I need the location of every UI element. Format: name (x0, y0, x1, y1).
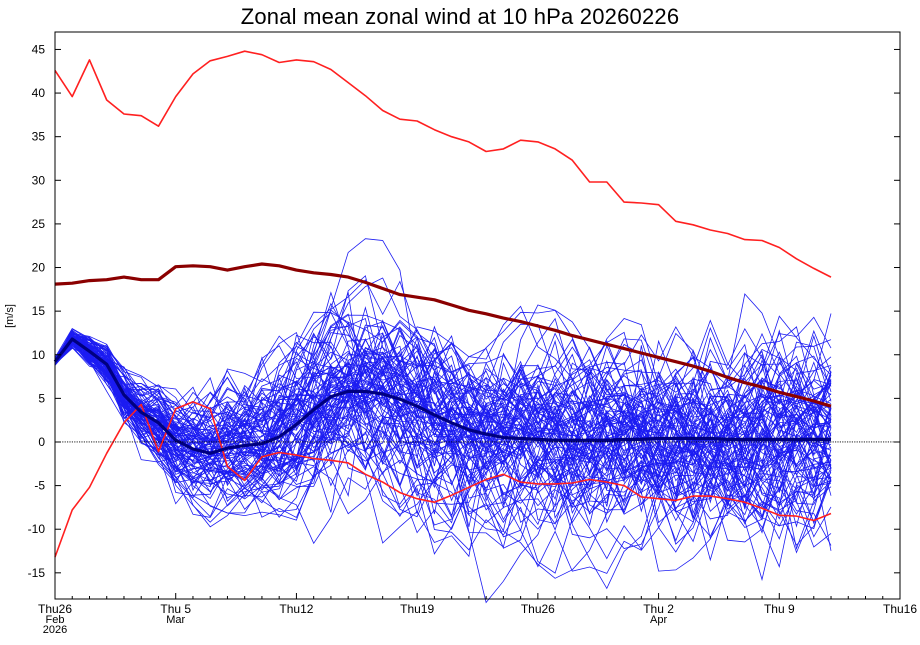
ensemble-member-line (54, 326, 832, 475)
x-tick-label: Mar (166, 614, 185, 626)
x-tick-label: Thu12 (279, 602, 313, 616)
climatology-mean-line (54, 262, 832, 408)
ensemble-member-line (54, 338, 832, 513)
y-tick-label: 40 (32, 86, 46, 100)
ensemble-member-line (54, 311, 832, 482)
x-tick-label: Thu 2 (643, 602, 674, 616)
ensemble-member-line (54, 344, 832, 548)
chart-title: Zonal mean zonal wind at 10 hPa 20260226 (240, 4, 680, 29)
ensemble-member-line (54, 332, 832, 483)
x-tick-label: Thu 9 (764, 602, 795, 616)
plot-background (55, 32, 900, 599)
series-lines (53, 50, 832, 558)
plot-frame (54, 31, 901, 600)
ensemble-member-line (54, 331, 832, 534)
ensemble-member-line (54, 336, 832, 525)
x-tick-label: Thu26 (521, 602, 555, 616)
y-tick-label: -5 (34, 479, 45, 493)
x-tick-label: Thu 5 (160, 602, 191, 616)
x-tick-label: 2026 (43, 624, 67, 636)
y-tick-label: 25 (32, 217, 46, 231)
y-tick-label: 35 (32, 130, 46, 144)
ensemble-member-line (54, 316, 832, 524)
y-tick-label: 10 (32, 348, 46, 362)
ensemble-member-line (54, 328, 832, 569)
x-tick-label: Thu19 (400, 602, 434, 616)
ensemble-member-line (54, 335, 832, 495)
ensemble-member-line (54, 317, 832, 493)
ensemble-member-line (54, 337, 832, 505)
ensemble-member-line (54, 325, 832, 498)
ensemble-member-line (54, 277, 832, 485)
y-tick-label: 5 (38, 391, 45, 405)
ensemble-member-line (54, 334, 832, 523)
y-tick-label: 30 (32, 173, 46, 187)
ensemble-member-line (54, 338, 832, 515)
y-axis-label: [m/s] (4, 304, 16, 328)
ensemble-member-line (54, 332, 832, 574)
y-tick-label: -10 (28, 522, 46, 536)
y-tick-label: 0 (38, 435, 45, 449)
ensemble-member-line (54, 336, 832, 483)
climatology-min-line (54, 401, 832, 558)
ensemble-mean-line (53, 337, 831, 455)
y-tick-label: 45 (32, 42, 46, 56)
ensemble-member-line (54, 326, 832, 484)
ensemble-member-line (54, 327, 832, 515)
x-tick-label: Feb (46, 614, 65, 626)
ensemble-member-line (54, 332, 832, 502)
y-tick-label: -15 (28, 566, 46, 580)
x-tick-label: Apr (650, 614, 667, 626)
y-axis: -15 -10 -5 0 5 10 15 20 25 30 35 40 45 (28, 42, 900, 580)
x-tick-label: Thu16 (883, 602, 917, 616)
ensemble-member-line (54, 324, 832, 554)
x-tick-label: Thu26 (38, 602, 72, 616)
ensemble-member-line (54, 339, 832, 496)
y-tick-label: 20 (32, 261, 46, 275)
ensemble-member-line (54, 337, 832, 546)
climatology-max-line (54, 50, 832, 278)
y-tick-label: 15 (32, 304, 46, 318)
ensemble-member-line (54, 340, 832, 542)
ensemble-member-line (54, 331, 832, 529)
ensemble-member-line (54, 337, 832, 574)
ensemble-member-line (54, 338, 832, 579)
